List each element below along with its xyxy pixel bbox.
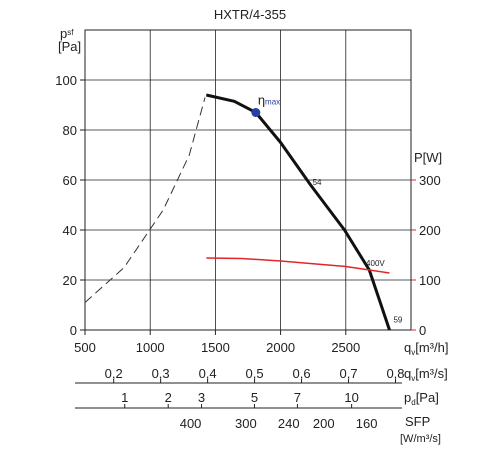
axis-tick-label: 5 <box>251 390 258 405</box>
axis-tick-label: 0,3 <box>152 366 170 381</box>
axis-tick-label: 2 <box>165 390 172 405</box>
axis-tick-label: 160 <box>356 416 378 431</box>
axis-label: pd[Pa] <box>404 390 439 407</box>
eta-symbol: η <box>258 93 265 108</box>
axis-label-symbol: p <box>404 390 411 405</box>
axis-label-subscript: v <box>411 348 415 357</box>
axis-tick-label: 0,4 <box>199 366 217 381</box>
axis-tick-label: 0,6 <box>293 366 311 381</box>
axis-tick-label: 3 <box>198 390 205 405</box>
y-axis-unit: [Pa] <box>58 39 81 54</box>
x-tick-label: 2500 <box>331 340 360 355</box>
y-tick-label: 20 <box>63 273 77 288</box>
axis-label: qv[m³/s] <box>404 366 448 383</box>
series-line <box>205 93 391 331</box>
axis-tick-label: 10 <box>344 390 358 405</box>
axis-tick-label: 300 <box>235 416 257 431</box>
annotation: 400V <box>366 259 385 268</box>
y-tick-label: 80 <box>63 123 77 138</box>
axis-tick-label: 400 <box>180 416 202 431</box>
axis-label-subscript: v <box>411 374 415 383</box>
axis-label-unit: [m³/h] <box>415 340 448 355</box>
axis-label-symbol: q <box>404 366 411 381</box>
axis-label-symbol: SFP <box>405 414 430 429</box>
y-tick-label: 40 <box>63 223 77 238</box>
eta-max-point <box>251 108 261 117</box>
axis-tick-label: 1 <box>121 390 128 405</box>
y2-tick-label: 0 <box>419 323 426 338</box>
axis-label-subscript: sf <box>67 28 74 37</box>
y-tick-label: 60 <box>63 173 77 188</box>
y2-tick-label: 300 <box>419 173 441 188</box>
axis-tick-label: 0,2 <box>105 366 123 381</box>
eta-sub: max <box>265 98 280 107</box>
y2-tick-label: 100 <box>419 273 441 288</box>
axis-label-symbol: p <box>60 26 67 41</box>
axis-label-symbol: P <box>414 150 423 165</box>
y-tick-label: 100 <box>55 73 77 88</box>
axis-label-subscript: d <box>411 398 415 407</box>
y2-tick-label: 200 <box>419 223 441 238</box>
x-tick-label: 2000 <box>266 340 295 355</box>
axis-label-unit: [W/m³/s] <box>400 433 441 445</box>
x-tick-label: 1500 <box>201 340 230 355</box>
series-line <box>206 257 390 274</box>
eta-max-label: ηmax <box>258 93 280 108</box>
axis-label: P[W] <box>414 150 442 165</box>
x-tick-label: 1000 <box>136 340 165 355</box>
axis-tick-label: 240 <box>278 416 300 431</box>
x-tick-label: 500 <box>74 340 96 355</box>
axis-tick-label: 0,5 <box>246 366 264 381</box>
annotation: 59 <box>393 316 402 325</box>
y-axis-label: psf <box>60 26 74 41</box>
chart-title: HXTR/4-355 <box>214 7 286 22</box>
axis-tick-label: 7 <box>294 390 301 405</box>
axis-tick-label: 0,7 <box>339 366 357 381</box>
axis-tick-label: 200 <box>313 416 335 431</box>
axis-tick-label: 0,8 <box>386 366 404 381</box>
annotation: 54 <box>313 178 322 187</box>
axis-label: qv[m³/h] <box>404 340 448 357</box>
axis-label-unit: [m³/s] <box>415 366 448 381</box>
series-line <box>84 97 206 303</box>
axis-label-unit: [Pa] <box>416 390 439 405</box>
axis-label-symbol: q <box>404 340 411 355</box>
y-tick-label: 0 <box>70 323 77 338</box>
axis-label-unit: [W] <box>423 150 443 165</box>
